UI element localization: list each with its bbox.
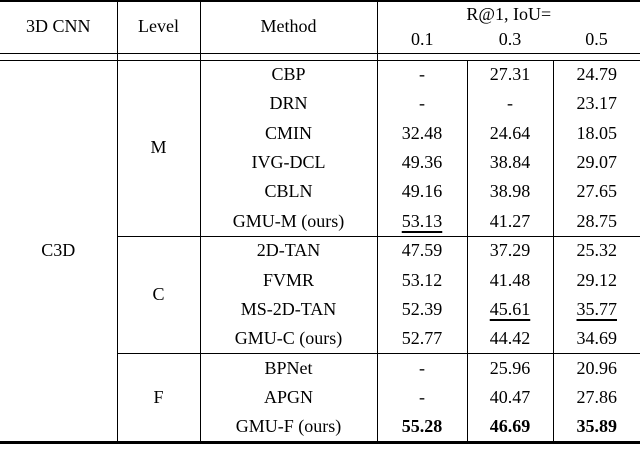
value-cell: 53.13 [376,206,467,237]
value-cell: 55.28 [376,412,467,443]
header-iou-0.1: 0.1 [376,27,467,53]
value-cell: - [376,89,467,119]
value-cell: 25.32 [552,236,640,266]
method-cell: IVG-DCL [199,148,377,178]
value-cell: 27.65 [552,177,640,207]
value-cell: 35.77 [552,295,640,325]
table-row: FVMR 53.12 41.48 29.12 [0,265,640,296]
cnn-cell: C3D [41,239,76,260]
value-cell: 37.29 [466,236,553,266]
value-cell: - [376,383,467,413]
header-metric-group: R@1, IoU= [376,1,640,27]
table-row: C3D M CBP - 27.31 24.79 [0,60,640,260]
table-row: IVG-DCL 49.36 38.84 29.07 [0,148,640,178]
underlined-value: 45.61 [489,299,531,320]
table-row: MS-2D-TAN 52.39 45.61 35.77 [0,295,640,325]
value-cell: - [466,89,553,119]
header-level: Level [116,1,200,53]
method-cell: APGN [199,383,377,413]
value-cell: 34.69 [552,324,640,355]
table-row: C 2D-TAN 47.59 37.29 25.32 [0,236,640,355]
level-cell-m: M [116,60,200,237]
value-cell: 53.12 [376,265,467,296]
table-row: APGN - 40.47 27.86 [0,383,640,413]
value-cell: 40.47 [466,383,553,413]
table-row: F BPNet - 25.96 20.96 [0,353,640,443]
value-cell: 27.86 [552,383,640,413]
value-cell: 38.84 [466,148,553,178]
underlined-value: 53.13 [401,210,443,231]
method-cell: MS-2D-TAN [199,295,377,325]
method-cell: 2D-TAN [199,236,377,266]
value-cell: 29.12 [552,265,640,296]
value-cell: 52.39 [376,295,467,325]
header-iou-0.3: 0.3 [498,28,522,49]
table-row: DRN - - 23.17 [0,89,640,119]
level-cell-f: F [116,353,200,443]
value-cell: 18.05 [552,118,640,149]
value-cell: - [376,60,467,90]
results-table: 3D CNN Level Method R@1, IoU= 0.1 0.3 0.… [0,0,640,444]
value-cell: 38.98 [466,177,553,207]
underlined-value: 35.77 [576,299,618,320]
value-cell: 23.17 [552,89,640,119]
value-cell: 44.42 [466,324,553,355]
value-cell: - [376,353,467,384]
method-cell: GMU-F (ours) [199,412,377,443]
value-cell: 47.59 [376,236,467,266]
method-cell: GMU-M (ours) [199,206,377,237]
header-row-top: 3D CNN Level Method R@1, IoU= [0,1,640,53]
value-cell: 27.31 [466,60,553,90]
value-cell: 24.79 [552,60,640,90]
value-cell: 28.75 [552,206,640,237]
value-cell: 25.96 [466,353,553,384]
method-cell: FVMR [199,265,377,296]
value-cell: 24.64 [466,118,553,149]
value-cell: 32.48 [376,118,467,149]
method-cell: CBLN [199,177,377,207]
value-cell: 41.48 [466,265,553,296]
value-cell: 29.07 [552,148,640,178]
value-cell: 41.27 [466,206,553,237]
table-row: CMIN 32.48 24.64 18.05 [0,118,640,149]
table-row: GMU-C (ours) 52.77 44.42 34.69 [0,324,640,355]
method-cell: CMIN [199,118,377,149]
header-3d-cnn: 3D CNN [25,16,91,37]
method-cell: CBP [199,60,377,90]
value-cell: 49.36 [376,148,467,178]
double-rule-separator [0,52,640,61]
value-cell: 35.89 [552,412,640,443]
table-row: CBLN 49.16 38.98 27.65 [0,177,640,207]
header-method: Method [199,1,377,53]
table-row: GMU-M (ours) 53.13 41.27 28.75 [0,206,640,237]
header-row-iou: 0.1 0.3 0.5 [0,27,640,53]
header-iou-0.5: 0.5 [585,28,608,49]
method-cell: GMU-C (ours) [199,324,377,355]
value-cell: 46.69 [466,412,553,443]
value-cell: 52.77 [376,324,467,355]
value-cell: 45.61 [466,295,553,325]
level-cell-c: C [116,236,200,355]
table-row: GMU-F (ours) 55.28 46.69 35.89 [0,412,640,443]
method-cell: BPNet [199,353,377,384]
value-cell: 20.96 [552,353,640,384]
value-cell: 49.16 [376,177,467,207]
method-cell: DRN [199,89,377,119]
